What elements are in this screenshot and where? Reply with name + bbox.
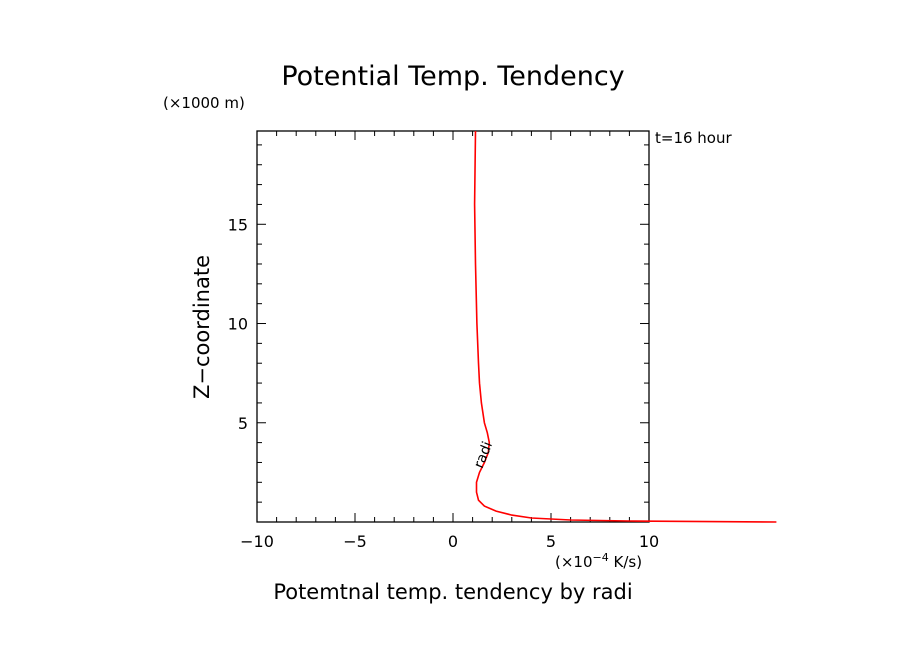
plot-frame: [256, 130, 650, 523]
x-axis-unit-suffix: K/s): [609, 553, 642, 571]
contour-label-radi: radi: [471, 439, 496, 470]
x-tick-label: −5: [343, 532, 367, 551]
time-label: t=16 hour: [655, 129, 732, 147]
x-tick-label: 10: [639, 532, 659, 551]
y-axis-unit: (×1000 m): [163, 94, 245, 112]
x-tick-label: 0: [448, 532, 458, 551]
chart-title: Potential Temp. Tendency: [281, 61, 624, 92]
x-tick-label: 5: [546, 532, 556, 551]
y-axis-label: Z−coordinate: [190, 255, 214, 399]
series-line-radi: [473, 130, 777, 523]
y-tick-label: 15: [228, 215, 248, 234]
x-axis-unit: (×10−4 K/s): [555, 551, 642, 571]
y-tick-label: 10: [228, 315, 248, 334]
y-tick-labels: 5 10 15: [228, 215, 248, 432]
x-tick-labels: −10 −5 0 5 10: [240, 532, 659, 551]
x-axis-label: Potemtnal temp. tendency by radi: [273, 580, 632, 604]
x-tick-label: −10: [240, 532, 274, 551]
x-axis-unit-prefix: (×10: [555, 553, 593, 571]
x-axis-unit-exponent: −4: [593, 551, 609, 564]
axis-ticks: [256, 131, 650, 522]
y-tick-label: 5: [238, 414, 248, 433]
